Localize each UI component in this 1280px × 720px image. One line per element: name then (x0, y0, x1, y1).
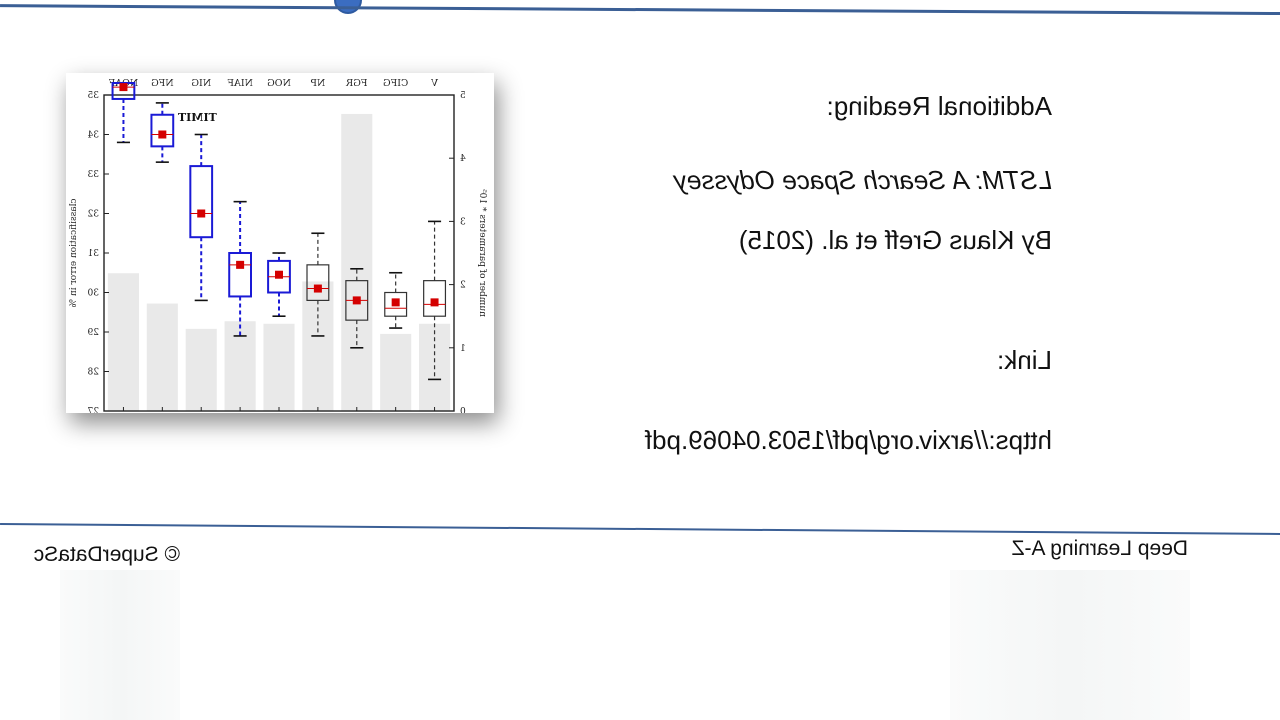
right-tick-label: 32 (88, 210, 99, 220)
footer-copyright: © SuperDataSc (33, 543, 180, 566)
background-fade (950, 570, 1190, 720)
right-tick-label: 35 (87, 91, 99, 101)
left-tick-label: 2 (460, 281, 466, 291)
parameter-bar (185, 328, 217, 411)
right-tick-label: 31 (88, 249, 99, 259)
mean-marker (275, 270, 283, 279)
mean-marker (158, 130, 167, 139)
footer-course-title: Deep Learning A-Z (1011, 537, 1188, 560)
parameter-bar (380, 333, 412, 411)
header-rule (0, 4, 1280, 15)
parameter-bar (146, 303, 178, 411)
mean-marker (236, 260, 245, 269)
paper-authors: By Klaus Greff et al. (2015) (738, 225, 1052, 255)
footer-rule (0, 522, 1280, 535)
parameter-bar (341, 113, 373, 412)
category-label: NIG (191, 78, 211, 89)
right-tick-label: 27 (87, 407, 99, 413)
category-label: NIAF (227, 78, 253, 89)
mean-marker (430, 298, 439, 307)
mean-marker (197, 209, 206, 218)
iqr-box (267, 259, 291, 294)
lstm-variants-figure: 0 1 2 3 4 5 27 28 29 30 31 32 33 34 35 V CIFG FGR NP NOG NIA… (66, 73, 494, 413)
chart-title: TIMIT (177, 111, 217, 124)
link-label: Link: (997, 345, 1052, 375)
mean-marker (352, 296, 361, 305)
parameter-bar (107, 273, 139, 411)
left-tick-label: 4 (460, 154, 466, 164)
parameter-bar (263, 323, 295, 411)
left-tick-label: 0 (460, 407, 466, 413)
iqr-box (150, 113, 175, 148)
background-fade (60, 570, 180, 720)
iqr-box (111, 82, 136, 100)
paper-link[interactable]: https://arxiv.org/pdf/1503.04069.pdf (644, 425, 1052, 455)
right-tick-label: 29 (87, 328, 99, 338)
category-label: NP (310, 78, 325, 89)
slide-heading: Additional Reading: (826, 91, 1053, 121)
right-tick-label: 28 (87, 368, 99, 378)
iqr-box (189, 165, 214, 239)
right-tick-label: 30 (87, 289, 99, 299)
right-tick-label: 34 (87, 131, 99, 141)
boxplot-chart: 012345272829303132333435VCIFGFGRNPNOGNIA… (69, 78, 487, 413)
category-label: NFG (151, 78, 174, 89)
category-label: CIFG (383, 78, 408, 89)
right-tick-label: 33 (87, 170, 99, 180)
left-tick-label: 3 (460, 217, 466, 227)
iqr-box (384, 291, 408, 317)
mean-marker (391, 298, 400, 307)
paper-title: LSTM: A Search Space Odyssey (673, 165, 1052, 195)
left-tick-label: 1 (460, 344, 466, 354)
iqr-box (423, 280, 447, 317)
iqr-box (306, 264, 330, 302)
mean-marker (313, 284, 322, 293)
category-label: FGR (345, 78, 367, 89)
iqr-box (228, 252, 252, 298)
left-tick-label: 5 (460, 91, 466, 101)
left-axis-title: number of parameters * 10⁵ (477, 189, 487, 317)
mean-marker (119, 83, 128, 92)
right-axis-title: classification error in % (69, 199, 79, 308)
category-label: NOG (267, 78, 291, 89)
category-label: V (431, 78, 439, 89)
